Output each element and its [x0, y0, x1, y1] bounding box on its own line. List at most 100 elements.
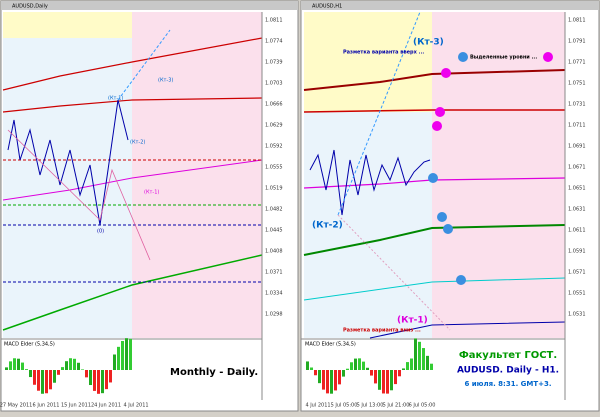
ma-line — [2, 159, 263, 201]
projection — [337, 214, 451, 331]
macd-bar — [422, 348, 425, 370]
macd-bar — [358, 358, 361, 370]
ma-line — [2, 97, 263, 113]
caption: 6 июля. 8:31. GMT+3. — [464, 380, 551, 388]
macd-bar — [17, 358, 20, 370]
label: (Кт-1) — [397, 316, 428, 326]
macd-bar — [382, 370, 385, 394]
price-line — [7, 99, 129, 226]
right-window: AUDUSD,H1 (Кт-3) Разметка варианта вверх… — [300, 0, 600, 412]
ma-line — [303, 109, 565, 113]
price-axis: 1.0811 1.0791 1.0771 1.0751 1.0731 1.0711 1.06… — [568, 18, 586, 318]
price-label: 1.0591 — [568, 249, 586, 255]
marker — [432, 121, 442, 131]
price-label: 1.0531 — [568, 312, 586, 318]
label: (Кт-2) — [130, 140, 145, 146]
date-label: 15 Jun 2011 — [61, 403, 91, 409]
marker — [428, 173, 438, 183]
indicator-title: MACD Elder (5,34,5) — [305, 342, 356, 348]
price-label: 1.0371 — [265, 270, 283, 276]
marker — [456, 275, 466, 285]
macd-bar — [49, 370, 52, 390]
caption: Monthly - Daily. — [170, 367, 258, 378]
date-label: 4 Jul 2011 — [305, 403, 330, 409]
label: (Кт-2) — [312, 221, 343, 231]
price-label: 1.0739 — [265, 60, 283, 66]
label: Разметка варианта вниз ... — [343, 328, 421, 334]
macd-bar — [414, 338, 417, 370]
macd-bar — [390, 370, 393, 391]
date-label: 5 Jul 21:00 — [383, 403, 410, 409]
marker — [435, 107, 445, 117]
zone — [304, 112, 432, 338]
date-label: 27 May 2011 — [0, 403, 32, 409]
price-label: 1.0651 — [568, 186, 586, 192]
macd-bar — [330, 370, 333, 394]
date-label: 5 Jul 05:00 — [331, 403, 358, 409]
macd-bar — [362, 361, 365, 370]
projection — [117, 29, 171, 101]
price-label: 1.0592 — [265, 144, 283, 150]
macd-bar — [346, 368, 349, 370]
macd-bar — [370, 370, 373, 376]
macd-bar — [65, 361, 68, 370]
date-label: 5 Jul 13:00 — [357, 403, 384, 409]
price-label: 1.0551 — [568, 291, 586, 297]
price-label: 1.0791 — [568, 39, 586, 45]
macd-bar — [37, 370, 40, 391]
macd-bar — [33, 370, 36, 385]
price-label: 1.0666 — [265, 102, 283, 108]
macd-bar — [45, 370, 48, 394]
ma-line — [303, 277, 566, 301]
window-title: AUDUSD,H1 — [312, 4, 342, 10]
label: (Кт-3) — [158, 78, 173, 84]
price-label: 1.0611 — [568, 228, 586, 234]
macd-bar — [129, 338, 132, 370]
price-label: 1.0811 — [568, 18, 586, 24]
label: (Кт-1) — [144, 190, 159, 196]
ma-line — [303, 224, 566, 256]
label: (Кт-3) — [413, 38, 444, 48]
date-label: 6 Jun 2011 — [33, 403, 60, 409]
macd-bar — [5, 367, 8, 370]
marker — [458, 52, 468, 62]
macd-bar — [9, 361, 12, 370]
macd-bar — [326, 370, 329, 394]
macd-bar — [109, 370, 112, 383]
label: Разметка варианта вверх ... — [343, 50, 424, 56]
macd-bar — [53, 370, 56, 383]
ma-line — [303, 177, 566, 189]
macd-bar — [41, 370, 44, 394]
price-label: 1.0711 — [568, 123, 586, 129]
macd-bar — [73, 358, 76, 370]
label: (Кт-1) — [108, 96, 123, 102]
label: (0) — [97, 229, 104, 235]
price-label: 1.0519 — [265, 186, 283, 192]
title-bar — [301, 1, 599, 10]
trend-line — [7, 129, 151, 261]
macd-bar — [366, 367, 369, 370]
macd-bar — [322, 370, 325, 390]
ma-line — [2, 37, 263, 91]
macd-bar — [306, 361, 309, 370]
zone — [432, 12, 565, 338]
price-label: 1.0731 — [568, 102, 586, 108]
macd-bar — [85, 370, 88, 378]
caption: AUDUSD. Daily - H1. — [457, 366, 559, 376]
macd-bar — [426, 355, 429, 370]
macd-bar — [77, 362, 80, 370]
ma-line — [369, 321, 566, 339]
date-label: 24 Jun 2011 — [91, 403, 121, 409]
date-axis: 27 May 2011 6 Jun 2011 15 Jun 2011 24 Jun 2… — [0, 403, 149, 409]
macd-bar — [338, 370, 341, 385]
price-label: 1.0629 — [265, 123, 283, 129]
macd-bar — [93, 370, 96, 391]
macd-bar — [402, 368, 405, 370]
price-label: 1.0408 — [265, 249, 283, 255]
macd-bar — [97, 370, 100, 394]
ma-line — [303, 69, 566, 91]
zone — [304, 12, 432, 112]
date-label: 4 Jul 2011 — [123, 403, 148, 409]
